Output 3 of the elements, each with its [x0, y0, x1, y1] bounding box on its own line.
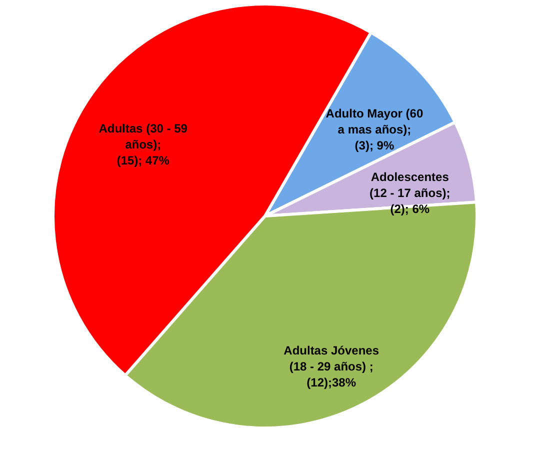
slice-label: Adultas (30 - 59 años); (15); 47%: [98, 122, 188, 168]
slice-label: Adultas Jóvenes (18 - 29 años) ; (12);38%: [284, 344, 380, 390]
slice-label: Adulto Mayor (60 a mas años); (3); 9%: [326, 106, 424, 152]
